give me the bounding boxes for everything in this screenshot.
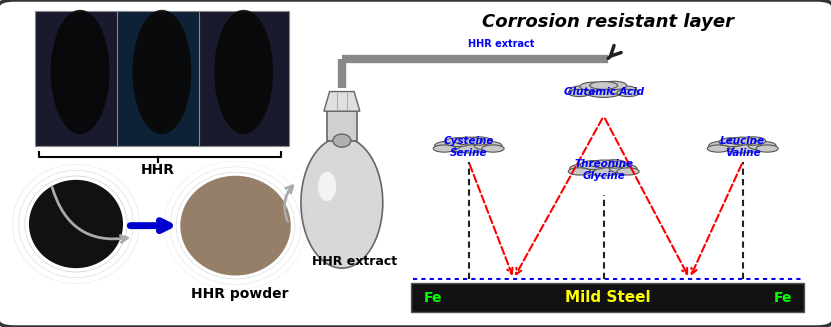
Ellipse shape xyxy=(569,86,596,95)
Ellipse shape xyxy=(29,180,123,268)
Text: HHR: HHR xyxy=(140,164,175,178)
Ellipse shape xyxy=(569,164,596,173)
Ellipse shape xyxy=(568,89,591,96)
Ellipse shape xyxy=(180,176,291,275)
Ellipse shape xyxy=(51,10,110,134)
FancyBboxPatch shape xyxy=(35,11,125,146)
Ellipse shape xyxy=(617,168,639,175)
Ellipse shape xyxy=(445,138,471,146)
FancyBboxPatch shape xyxy=(199,11,288,146)
Text: HHR powder: HHR powder xyxy=(191,287,288,301)
Text: Fe: Fe xyxy=(424,291,442,304)
Ellipse shape xyxy=(580,161,607,169)
Ellipse shape xyxy=(214,10,273,134)
Ellipse shape xyxy=(333,134,351,147)
Ellipse shape xyxy=(301,137,383,268)
Ellipse shape xyxy=(729,137,757,145)
Ellipse shape xyxy=(748,141,776,150)
Ellipse shape xyxy=(602,81,627,90)
Text: Threonine
Glycine: Threonine Glycine xyxy=(574,159,633,181)
Ellipse shape xyxy=(482,145,504,152)
Text: Mild Steel: Mild Steel xyxy=(565,290,651,305)
Text: HHR extract: HHR extract xyxy=(312,255,396,268)
Ellipse shape xyxy=(590,81,617,89)
FancyBboxPatch shape xyxy=(327,111,356,141)
Ellipse shape xyxy=(584,86,622,97)
Ellipse shape xyxy=(450,141,488,153)
Ellipse shape xyxy=(609,164,637,173)
Ellipse shape xyxy=(740,137,765,145)
Ellipse shape xyxy=(475,141,502,150)
Ellipse shape xyxy=(568,168,591,175)
Text: Glutamic Acid: Glutamic Acid xyxy=(563,87,644,96)
Ellipse shape xyxy=(617,89,639,96)
Ellipse shape xyxy=(609,86,637,95)
Ellipse shape xyxy=(132,10,191,134)
Ellipse shape xyxy=(435,141,461,150)
Ellipse shape xyxy=(719,138,745,146)
Ellipse shape xyxy=(584,164,622,176)
Text: HHR extract: HHR extract xyxy=(468,39,534,49)
Polygon shape xyxy=(324,92,360,111)
Text: Cysteine
Serine: Cysteine Serine xyxy=(444,136,494,158)
Text: Corrosion resistant layer: Corrosion resistant layer xyxy=(482,13,734,31)
Ellipse shape xyxy=(433,145,455,152)
Ellipse shape xyxy=(455,137,483,145)
Ellipse shape xyxy=(709,141,735,150)
Text: Leucine
Valine: Leucine Valine xyxy=(720,136,765,158)
Ellipse shape xyxy=(756,145,778,152)
FancyBboxPatch shape xyxy=(411,283,804,312)
Ellipse shape xyxy=(707,145,730,152)
Ellipse shape xyxy=(466,137,492,145)
Ellipse shape xyxy=(724,141,762,153)
Ellipse shape xyxy=(590,160,617,168)
FancyBboxPatch shape xyxy=(117,11,207,146)
Ellipse shape xyxy=(580,82,607,91)
Ellipse shape xyxy=(318,172,337,201)
Ellipse shape xyxy=(602,160,627,168)
Text: Fe: Fe xyxy=(774,291,792,304)
